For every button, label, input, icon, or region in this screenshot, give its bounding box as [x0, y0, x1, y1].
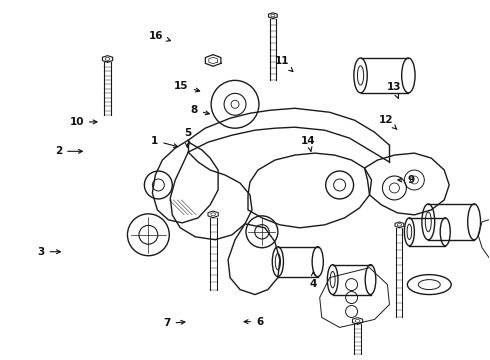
Text: 7: 7: [163, 319, 185, 328]
Text: 15: 15: [174, 81, 199, 92]
Text: 13: 13: [387, 82, 401, 98]
Text: 2: 2: [55, 146, 82, 156]
Text: 9: 9: [398, 175, 415, 185]
Text: 4: 4: [310, 272, 317, 289]
Text: 12: 12: [379, 115, 397, 130]
Text: 14: 14: [301, 136, 316, 151]
Text: 3: 3: [37, 247, 60, 257]
Text: 10: 10: [70, 117, 97, 127]
Text: 6: 6: [244, 317, 263, 327]
Text: 8: 8: [191, 105, 209, 115]
Text: 16: 16: [149, 31, 171, 41]
Text: 1: 1: [151, 136, 178, 148]
Text: 5: 5: [184, 129, 191, 147]
Text: 11: 11: [274, 56, 293, 72]
